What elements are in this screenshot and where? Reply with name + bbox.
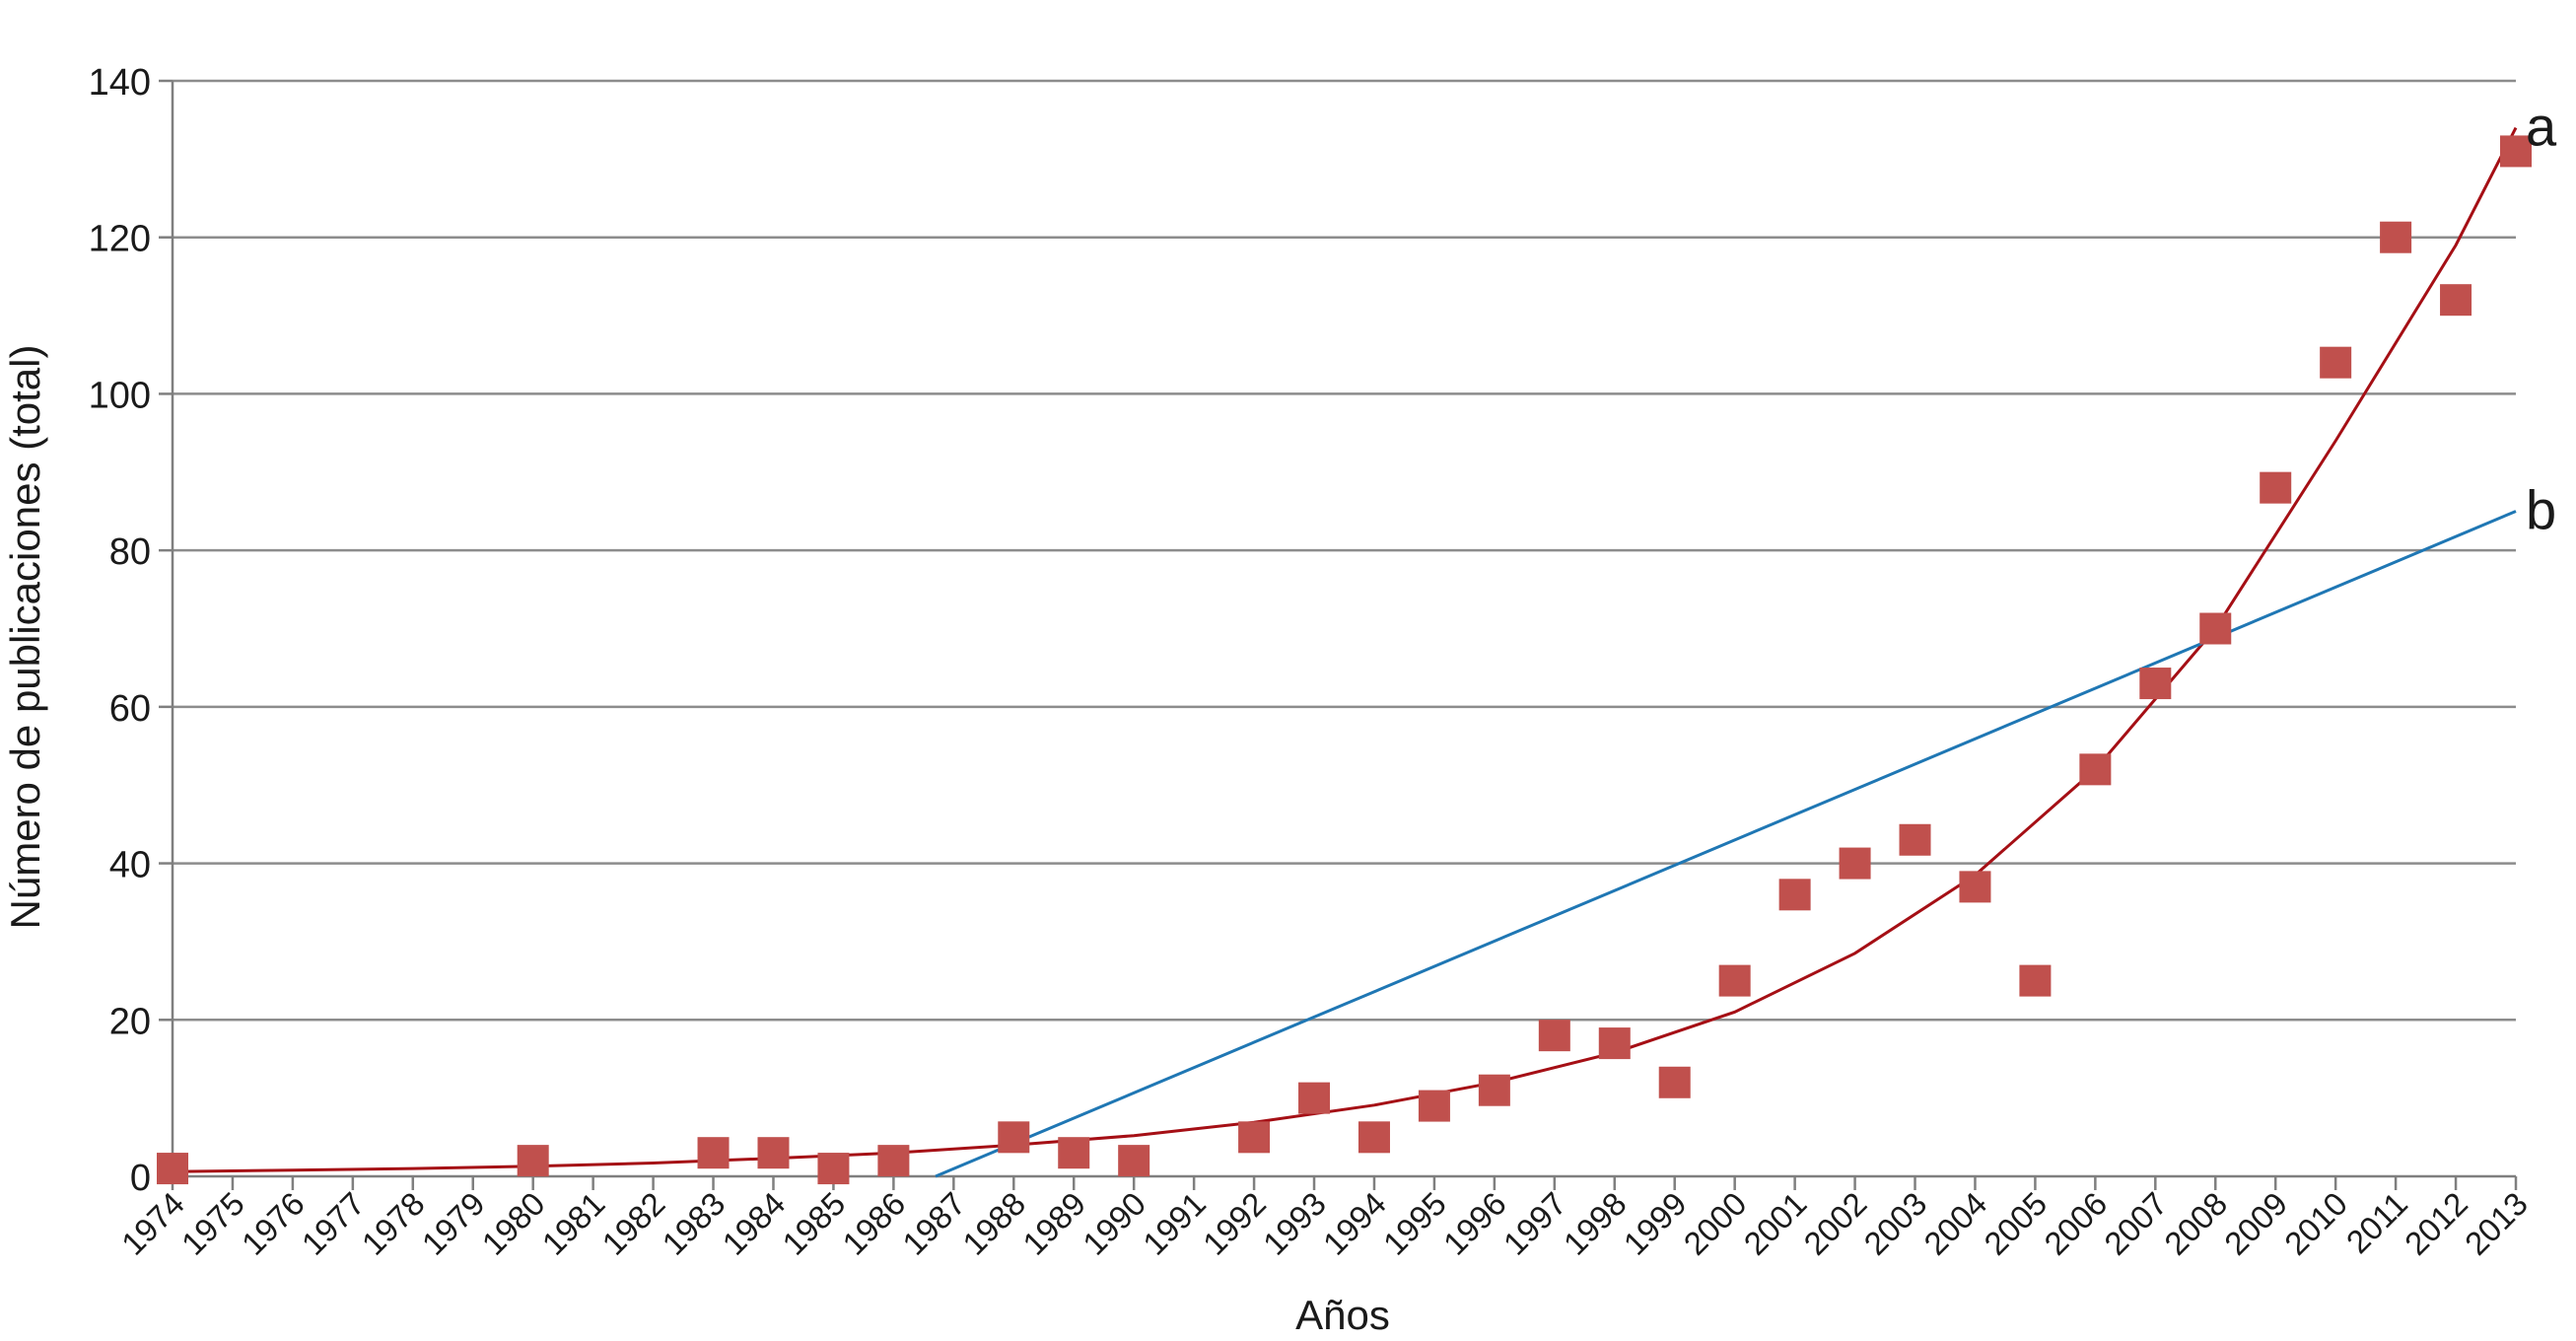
x-tick-label: 1992 <box>1196 1185 1273 1262</box>
x-tick-label: 1996 <box>1436 1185 1513 1262</box>
data-point <box>2079 753 2112 786</box>
data-point <box>1718 964 1751 997</box>
y-tick-label: 80 <box>109 531 151 573</box>
x-tick-label: 2006 <box>2037 1185 2114 1262</box>
data-point <box>1358 1121 1390 1154</box>
x-tick-label: 1986 <box>835 1185 912 1262</box>
data-point <box>517 1145 549 1177</box>
x-tick-label: 2012 <box>2398 1185 2474 1262</box>
y-tick-label: 120 <box>89 219 151 260</box>
y-tick-label: 20 <box>109 1001 151 1042</box>
trendline-b <box>935 510 2517 1178</box>
data-point <box>1538 1020 1570 1052</box>
data-point <box>2440 284 2472 317</box>
data-point <box>2320 346 2352 379</box>
data-point <box>157 1153 188 1185</box>
data-point <box>1899 823 1931 856</box>
x-tick-label: 1995 <box>1376 1185 1453 1262</box>
data-point <box>877 1145 910 1177</box>
data-point <box>2260 471 2292 504</box>
x-tick-label: 1991 <box>1136 1185 1213 1262</box>
x-tick-label: 1976 <box>235 1185 312 1262</box>
x-axis-label: Años <box>1295 1292 1390 1338</box>
data-point <box>1238 1121 1271 1154</box>
data-point <box>1839 847 1871 880</box>
y-tick-label: 40 <box>109 845 151 886</box>
x-tick-label: 1994 <box>1316 1185 1393 1262</box>
x-tick-label: 1985 <box>775 1185 852 1262</box>
data-point <box>2019 964 2052 997</box>
x-tick-label: 2010 <box>2277 1185 2354 1262</box>
trendline-label-b: b <box>2526 478 2556 540</box>
data-point <box>1418 1090 1450 1122</box>
data-point <box>757 1137 790 1169</box>
x-tick-label: 2002 <box>1796 1185 1873 1262</box>
x-tick-label: 1982 <box>594 1185 671 1262</box>
data-points <box>157 135 2532 1185</box>
data-point <box>697 1137 730 1169</box>
y-tick-label: 100 <box>89 375 151 416</box>
data-point <box>1478 1074 1510 1106</box>
trendline-label-a: a <box>2526 96 2557 158</box>
x-tick-label: 1980 <box>475 1185 552 1262</box>
x-tick-label: 2013 <box>2458 1185 2535 1262</box>
x-tick-label: 1997 <box>1497 1185 1573 1262</box>
x-tick-label: 2009 <box>2217 1185 2294 1262</box>
x-tick-label: 2000 <box>1677 1185 1754 1262</box>
x-tick-labels: 1974197519761977197819791980198119821983… <box>114 1185 2535 1262</box>
x-tick-label: 1978 <box>355 1185 432 1262</box>
y-tick-label: 60 <box>109 688 151 730</box>
data-point <box>1298 1082 1331 1114</box>
x-tick-label: 1998 <box>1557 1185 1634 1262</box>
x-tick-label: 1990 <box>1076 1185 1152 1262</box>
x-tick-label: 2001 <box>1736 1185 1813 1262</box>
x-tick-label: 1987 <box>895 1185 972 1262</box>
x-tick-label: 1988 <box>955 1185 1032 1262</box>
x-tick-label: 2007 <box>2097 1185 2174 1262</box>
grid <box>173 79 2516 1022</box>
x-tick-label: 1993 <box>1256 1185 1333 1262</box>
x-tick-label: 1981 <box>535 1185 612 1262</box>
y-tick-label: 140 <box>89 62 151 104</box>
x-tick-label: 2008 <box>2157 1185 2234 1262</box>
data-point <box>2380 221 2412 253</box>
x-tick-label: 1983 <box>655 1185 731 1262</box>
data-point <box>998 1121 1030 1154</box>
data-point <box>1778 879 1811 911</box>
data-point <box>1598 1027 1631 1060</box>
y-axis-label: Número de publicaciones (total) <box>2 345 48 930</box>
x-tick-label: 1979 <box>415 1185 492 1262</box>
data-point <box>1058 1137 1090 1169</box>
x-tick-label: 1984 <box>715 1185 792 1262</box>
x-tick-label: 2011 <box>2339 1185 2414 1260</box>
y-tick-label: 0 <box>130 1158 151 1199</box>
data-point <box>2199 612 2232 645</box>
data-point <box>1959 871 1991 903</box>
x-tick-label: 1989 <box>1015 1185 1092 1262</box>
trendlines <box>172 126 2518 1178</box>
x-tick-label: 2005 <box>1977 1185 2054 1262</box>
data-point <box>2139 668 2172 700</box>
x-tick-label: 1977 <box>295 1185 372 1262</box>
x-tick-label: 2004 <box>1916 1185 1993 1262</box>
y-tick-labels: 0 20 40 60 80 100 120 140 <box>89 62 151 1199</box>
trendline-a <box>172 126 2518 1173</box>
x-tick-label: 1975 <box>174 1185 251 1262</box>
axes <box>159 79 2518 1190</box>
trendline-labels: ab <box>2526 96 2557 541</box>
data-point <box>817 1153 850 1185</box>
data-point <box>1118 1145 1150 1177</box>
data-point <box>1658 1066 1691 1098</box>
data-point <box>2500 135 2532 168</box>
x-tick-label: 1974 <box>114 1185 191 1262</box>
x-tick-label: 2003 <box>1856 1185 1933 1262</box>
x-tick-label: 1999 <box>1617 1185 1694 1262</box>
